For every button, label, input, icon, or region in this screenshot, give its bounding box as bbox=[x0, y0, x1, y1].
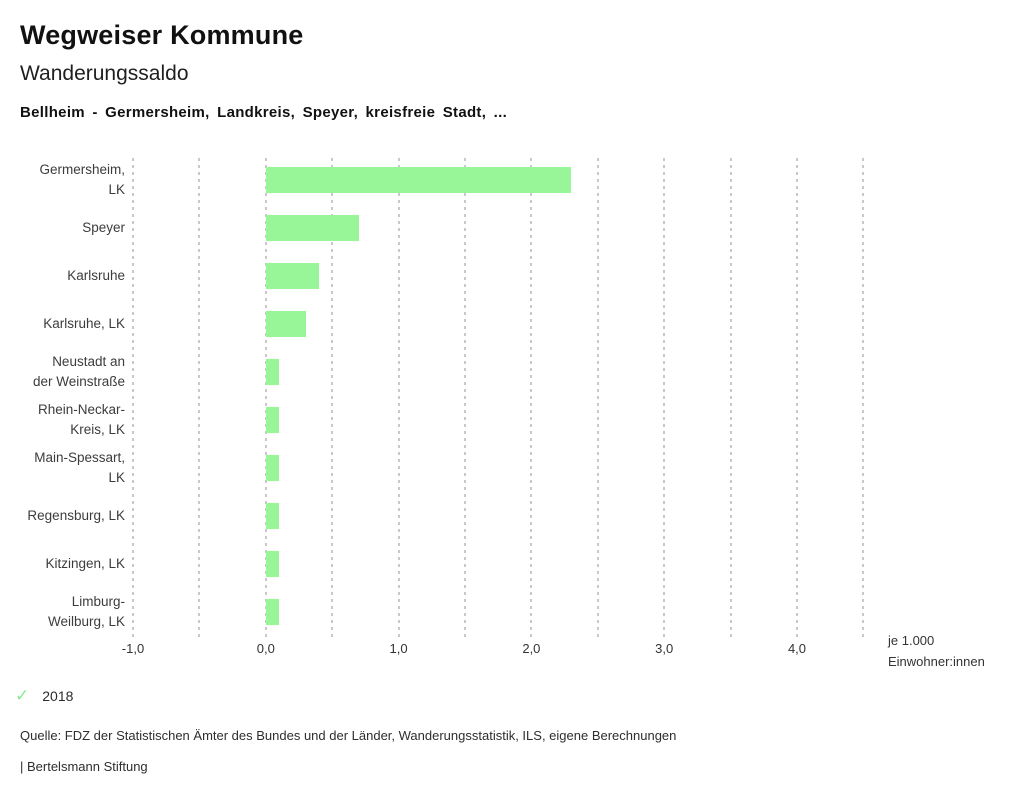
category-label: Regensburg, LK bbox=[27, 508, 125, 523]
indicator-title: Wanderungssaldo bbox=[20, 62, 189, 85]
gridline bbox=[397, 158, 400, 637]
category-label: Neustadt an der Weinstraße bbox=[32, 354, 125, 389]
category-label: Karlsruhe bbox=[67, 268, 125, 283]
x-tick-label: 0,0 bbox=[256, 641, 275, 656]
gridline bbox=[663, 158, 666, 637]
gridline bbox=[264, 158, 267, 637]
gridline bbox=[796, 158, 798, 637]
gridline bbox=[464, 158, 466, 637]
category-label: Karlsruhe, LK bbox=[43, 316, 125, 331]
gridline bbox=[862, 158, 865, 637]
attribution-text: | Bertelsmann Stiftung bbox=[20, 759, 148, 774]
gridline bbox=[530, 158, 533, 637]
year-label: 2018 bbox=[42, 687, 74, 704]
x-tick-label: 2,0 bbox=[522, 641, 541, 656]
gridline bbox=[729, 158, 732, 637]
category-label: Kitzingen, LK bbox=[45, 556, 125, 571]
bar-rhein-neckar-kreis-lk[interactable] bbox=[265, 407, 280, 433]
axis-unit-label: je 1.000 Einwohner:innen bbox=[888, 630, 985, 672]
bar-limburg-weilburg-lk[interactable] bbox=[265, 599, 280, 625]
page-title: Wegweiser Kommune bbox=[20, 20, 304, 50]
year-legend-toggle[interactable]: ✓ 2018 bbox=[15, 687, 73, 704]
bar-main-spessart-lk[interactable] bbox=[265, 455, 280, 481]
category-label: Limburg- Weilburg, LK bbox=[47, 594, 125, 629]
gridline bbox=[132, 158, 134, 637]
category-label: Main-Spessart, LK bbox=[34, 450, 125, 485]
x-tick-label: 1,0 bbox=[389, 641, 408, 656]
x-tick-label: 3,0 bbox=[655, 641, 674, 656]
x-tick-label: -1,0 bbox=[121, 641, 145, 656]
source-text: Quelle: FDZ der Statistischen Ämter des … bbox=[20, 728, 677, 743]
gridline bbox=[198, 158, 201, 637]
category-label: Germersheim, LK bbox=[39, 162, 125, 197]
bar-speyer[interactable] bbox=[265, 215, 359, 241]
gridline bbox=[331, 158, 334, 637]
category-label: Rhein-Neckar- Kreis, LK bbox=[37, 402, 125, 437]
x-tick-label: 4,0 bbox=[787, 641, 807, 656]
bar-kitzingen-lk[interactable] bbox=[265, 551, 280, 577]
axis-unit-line2: Einwohner:innen bbox=[888, 654, 985, 669]
category-label: Speyer bbox=[82, 220, 125, 235]
bar-germersheim-lk[interactable] bbox=[265, 167, 572, 193]
axis-unit-line1: je 1.000 bbox=[888, 633, 935, 648]
check-icon: ✓ bbox=[15, 686, 30, 705]
bar-neustadt-an-der-weinstra-e[interactable] bbox=[265, 359, 280, 385]
bar-regensburg-lk[interactable] bbox=[265, 503, 280, 529]
bar-karlsruhe-lk[interactable] bbox=[265, 311, 306, 337]
bar-karlsruhe[interactable] bbox=[265, 263, 319, 289]
region-selection-caption: Bellheim - Germersheim, Landkreis, Speye… bbox=[20, 104, 508, 121]
gridline bbox=[596, 158, 599, 637]
